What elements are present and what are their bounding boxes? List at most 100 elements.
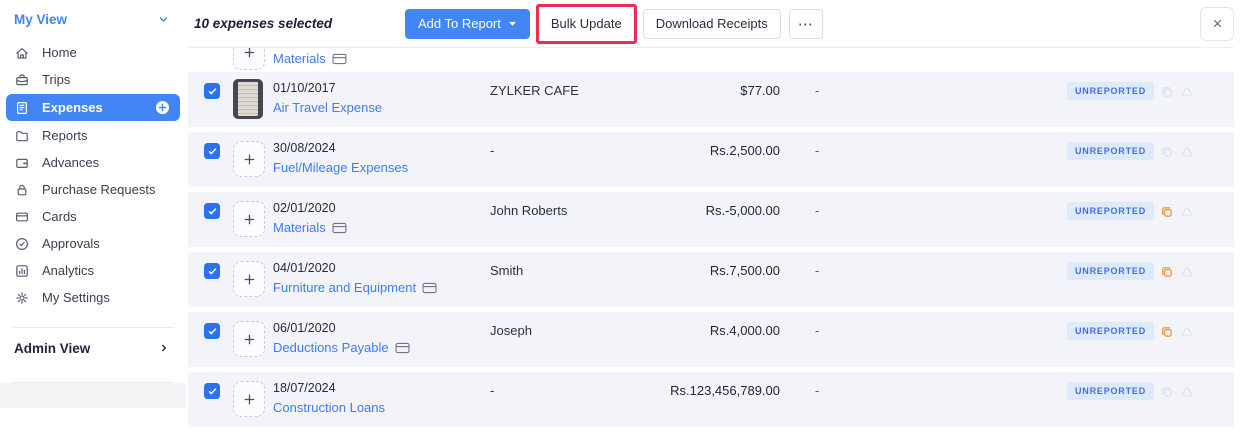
expense-report: - xyxy=(815,263,820,278)
plus-icon xyxy=(242,392,257,407)
warning-icon xyxy=(1180,205,1194,219)
add-receipt-button[interactable] xyxy=(233,321,265,357)
expense-report: - xyxy=(815,143,820,158)
plus-icon xyxy=(242,212,257,227)
expense-date: 01/10/2017 xyxy=(273,81,336,95)
status-badge: UNREPORTED xyxy=(1067,382,1155,400)
card-transaction-icon xyxy=(422,282,437,294)
row-checkbox[interactable] xyxy=(204,323,220,339)
wallet-icon xyxy=(14,155,30,171)
expense-row[interactable]: 06/01/2020 Deductions Payable Joseph Rs.… xyxy=(188,312,1234,367)
expense-category-link[interactable]: Air Travel Expense xyxy=(273,100,383,115)
plus-icon xyxy=(242,332,257,347)
expense-amount: Rs.4,000.00 xyxy=(709,323,780,338)
expense-merchant: Smith xyxy=(490,263,524,278)
sidebar-item-expenses[interactable]: Expenses xyxy=(6,94,180,121)
check-icon xyxy=(207,266,218,277)
expense-amount: Rs.123,456,789.00 xyxy=(670,383,780,398)
sidebar-item-trips[interactable]: Trips xyxy=(0,66,186,93)
gear-icon xyxy=(14,290,30,306)
briefcase-icon xyxy=(14,72,30,88)
close-selection-button[interactable] xyxy=(1200,6,1234,41)
view-switcher-label: My View xyxy=(14,12,68,27)
duplicate-icon xyxy=(1160,325,1174,339)
duplicate-icon xyxy=(1160,205,1174,219)
sidebar-item-cards[interactable]: Cards xyxy=(0,203,186,230)
add-to-report-button[interactable]: Add To Report xyxy=(405,8,530,39)
chart-icon xyxy=(14,263,30,279)
row-checkbox[interactable] xyxy=(204,203,220,219)
expense-category-link[interactable]: Deductions Payable xyxy=(273,340,389,355)
row-checkbox[interactable] xyxy=(204,143,220,159)
expense-row[interactable]: 30/08/2024 Fuel/Mileage Expenses - Rs.2,… xyxy=(188,132,1234,187)
expense-merchant: John Roberts xyxy=(490,203,568,218)
sidebar-item-purchase-requests[interactable]: Purchase Requests xyxy=(0,176,186,203)
chevron-right-icon xyxy=(158,342,170,354)
status-badge: UNREPORTED xyxy=(1067,142,1155,160)
expense-merchant: - xyxy=(490,383,495,398)
expense-row[interactable]: 04/01/2020 Furniture and Equipment Smith… xyxy=(188,252,1234,307)
expense-amount: Rs.7,500.00 xyxy=(709,263,780,278)
row-checkbox[interactable] xyxy=(204,83,220,99)
sidebar-footer xyxy=(0,383,186,408)
card-transaction-icon xyxy=(332,53,347,65)
row-checkbox[interactable] xyxy=(204,263,220,279)
expense-report: - xyxy=(815,83,820,98)
sidebar-item-admin-view[interactable]: Admin View xyxy=(0,330,186,366)
chevron-down-icon xyxy=(157,13,170,26)
sidebar-item-home[interactable]: Home xyxy=(0,39,186,66)
expense-category-link[interactable]: Materials xyxy=(273,51,347,66)
card-transaction-icon xyxy=(332,222,347,234)
close-icon xyxy=(1210,16,1225,31)
expense-report: - xyxy=(815,383,820,398)
sidebar-item-reports[interactable]: Reports xyxy=(0,122,186,149)
view-switcher[interactable]: My View xyxy=(0,0,186,31)
expense-category-link[interactable]: Materials xyxy=(273,220,326,235)
expense-category-link[interactable]: Furniture and Equipment xyxy=(273,280,417,295)
sidebar-item-analytics[interactable]: Analytics xyxy=(0,257,186,284)
expense-date: 30/08/2024 xyxy=(273,141,336,155)
expense-merchant: ZYLKER CAFE xyxy=(490,83,579,98)
sidebar-divider xyxy=(12,327,174,328)
sidebar-item-approvals[interactable]: Approvals xyxy=(0,230,186,257)
more-actions-button[interactable]: ⋯ xyxy=(788,8,823,39)
sidebar-item-my-settings[interactable]: My Settings xyxy=(0,284,186,311)
expense-amount: $77.00 xyxy=(740,83,780,98)
expense-row[interactable]: 01/10/2017 Air Travel Expense ZYLKER CAF… xyxy=(188,72,1234,127)
warning-icon xyxy=(1180,385,1194,399)
home-icon xyxy=(14,45,30,61)
expense-date: 06/01/2020 xyxy=(273,321,336,335)
add-receipt-button[interactable] xyxy=(233,381,265,417)
expense-merchant: - xyxy=(490,143,495,158)
plus-icon xyxy=(242,48,257,60)
check-icon xyxy=(207,326,218,337)
expense-row-partial[interactable]: Materials xyxy=(188,48,1234,72)
add-expense-button[interactable] xyxy=(155,100,170,115)
expense-date: 04/01/2020 xyxy=(273,261,336,275)
duplicate-icon xyxy=(1160,85,1174,99)
plus-icon xyxy=(242,272,257,287)
receipt-thumbnail[interactable] xyxy=(233,79,263,119)
warning-icon xyxy=(1180,325,1194,339)
sidebar-item-advances[interactable]: Advances xyxy=(0,149,186,176)
folder-icon xyxy=(14,128,30,144)
check-icon xyxy=(207,386,218,397)
add-receipt-button[interactable] xyxy=(233,48,265,70)
receipt-icon xyxy=(14,100,30,116)
download-receipts-button[interactable]: Download Receipts xyxy=(642,8,781,39)
sidebar-nav: Home Trips Expenses Reports Advances Pur… xyxy=(0,39,186,311)
sidebar: My View Home Trips Expenses Reports Adva… xyxy=(0,0,186,408)
warning-icon xyxy=(1180,85,1194,99)
expense-row[interactable]: 18/07/2024 Construction Loans - Rs.123,4… xyxy=(188,372,1234,427)
expense-row[interactable]: 02/01/2020 Materials John Roberts Rs.-5,… xyxy=(188,192,1234,247)
add-receipt-button[interactable] xyxy=(233,201,265,237)
check-circle-icon xyxy=(14,236,30,252)
expense-category-link[interactable]: Fuel/Mileage Expenses xyxy=(273,160,409,175)
add-receipt-button[interactable] xyxy=(233,261,265,297)
status-badge: UNREPORTED xyxy=(1067,82,1155,100)
add-receipt-button[interactable] xyxy=(233,141,265,177)
status-badge: UNREPORTED xyxy=(1067,202,1155,220)
bulk-update-button[interactable]: Bulk Update xyxy=(540,8,632,39)
row-checkbox[interactable] xyxy=(204,383,220,399)
main-content: 10 expenses selected Add To Report Bulk … xyxy=(188,0,1234,432)
